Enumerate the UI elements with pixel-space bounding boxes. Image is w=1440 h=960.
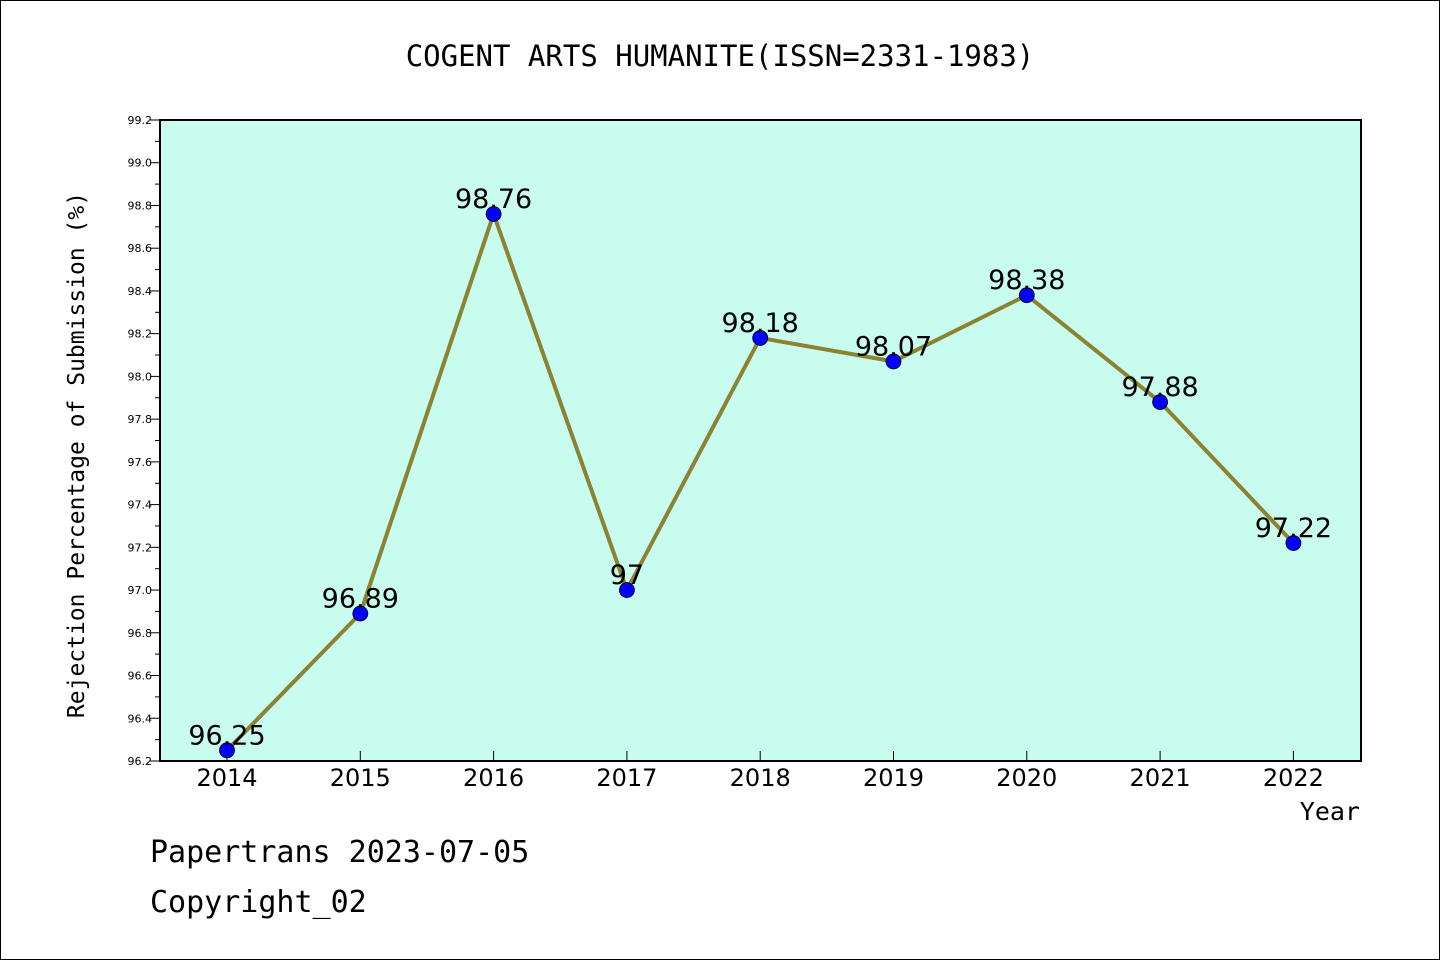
x-tick-label: 2017 — [596, 764, 657, 792]
data-point — [485, 206, 502, 222]
data-point — [1152, 394, 1168, 410]
y-tick-label: 97.4 — [128, 499, 153, 512]
x-tick-label: 2018 — [730, 764, 791, 792]
y-axis-label: Rejection Percentage of Submission (%) — [64, 192, 90, 718]
data-point — [752, 330, 769, 346]
x-tick-label: 2020 — [996, 764, 1057, 792]
y-tick-label: 96.2 — [128, 755, 153, 768]
y-tick-label: 97.2 — [128, 541, 153, 554]
data-point — [1018, 287, 1035, 304]
x-axis: 2014 2015 2016 2017 2018 2019 2020 2021 2022 — [196, 751, 1324, 792]
footer-date: Papertrans 2023-07-05 — [150, 835, 530, 870]
x-tick-label: 2019 — [863, 764, 924, 792]
data-point — [619, 582, 635, 598]
x-tick-label: 2015 — [330, 764, 391, 792]
chart-title: COGENT ARTS HUMANITE(ISSN=2331-1983) — [406, 39, 1035, 73]
y-tick-label: 98.4 — [128, 285, 153, 298]
data-labels: 96.25 96.89 98.76 97 98.18 98.07 98.38 97.88 97.… — [188, 184, 1332, 751]
y-tick-label: 97.8 — [128, 413, 153, 426]
y-axis: 96.2 96.4 96.6 96.8 97.0 97.2 97.4 97.6 97.8 98.0… — [128, 114, 160, 768]
y-tick-label: 98.6 — [128, 242, 153, 255]
y-tick-label: 99.0 — [128, 157, 153, 170]
x-axis-label: Year — [1300, 797, 1360, 826]
y-tick-label: 98.0 — [128, 370, 153, 383]
data-label: 98.76 — [455, 184, 532, 215]
data-label: 97.88 — [1121, 372, 1198, 403]
y-tick-label: 96.8 — [128, 627, 153, 640]
y-tick-label: 96.4 — [128, 712, 153, 725]
y-tick-label: 97.6 — [128, 456, 153, 469]
y-tick-label: 98.8 — [128, 199, 153, 212]
data-point — [219, 742, 235, 759]
data-label: 98.07 — [855, 331, 932, 362]
data-point — [352, 605, 369, 622]
data-label: 97.22 — [1255, 513, 1332, 544]
data-label: 98.18 — [722, 308, 799, 339]
y-tick-label: 97.0 — [128, 584, 153, 597]
x-tick-label: 2014 — [196, 764, 257, 792]
data-label: 96.89 — [322, 584, 399, 615]
series-line — [219, 206, 1302, 759]
x-tick-label: 2021 — [1130, 764, 1191, 792]
data-point — [1285, 535, 1302, 551]
y-tick-label: 96.6 — [128, 670, 153, 683]
data-label: 96.25 — [188, 720, 265, 751]
x-tick-label: 2016 — [463, 764, 524, 792]
y-tick-label: 99.2 — [128, 114, 153, 127]
plot-area — [159, 119, 1362, 762]
y-tick-label: 98.2 — [128, 328, 153, 341]
data-label: 97 — [610, 560, 644, 591]
footer-copyright: Copyright_02 — [150, 885, 367, 920]
data-label: 98.38 — [988, 265, 1065, 296]
data-point — [885, 353, 902, 370]
x-tick-label: 2022 — [1263, 764, 1324, 792]
